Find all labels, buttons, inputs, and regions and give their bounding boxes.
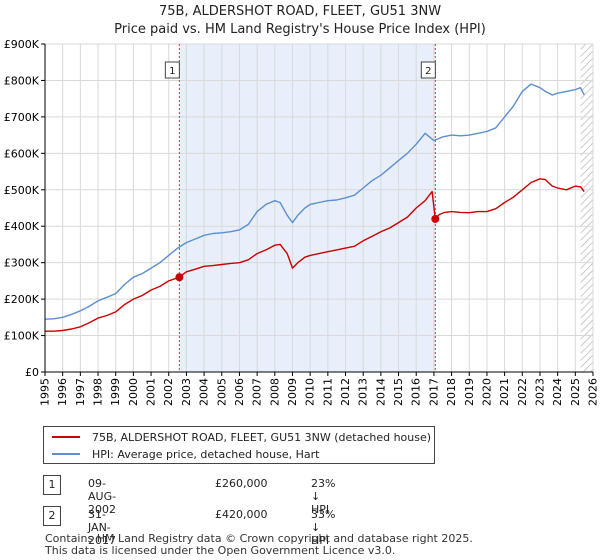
- x-tick-label: 2010: [304, 378, 317, 406]
- footer-license: This data is licensed under the Open Gov…: [45, 544, 396, 557]
- x-tick-label: 2012: [339, 378, 352, 406]
- x-tick-label: 2024: [551, 378, 564, 406]
- x-tick-label: 2025: [569, 378, 582, 406]
- x-tick-label: 2017: [427, 378, 440, 406]
- x-tick-label: 1997: [74, 378, 87, 406]
- y-tick-label: £0: [25, 366, 39, 379]
- annotation-hpi-delta: 23% ↓ HPI: [311, 477, 336, 516]
- hpi-line: [44, 83, 585, 320]
- x-tick-label: 2001: [145, 378, 158, 406]
- x-tick-label: 2019: [463, 378, 476, 406]
- footer-copyright: Contains HM Land Registry data © Crown c…: [45, 532, 473, 545]
- shaded-ownership-period: [179, 44, 436, 372]
- annotation-marker-box: 2: [43, 506, 61, 526]
- annotation-marker-label: 2: [425, 66, 431, 77]
- price-chart: 1 2 £0 £100K £200K £300K £400K £500K £600K £700K…: [4, 38, 600, 406]
- x-tick-label: 2008: [268, 378, 281, 406]
- y-tick-label: £400K: [4, 220, 40, 233]
- annotation-price: £420,000: [215, 508, 268, 521]
- x-tick-label: 2014: [374, 378, 387, 406]
- chart-title: 75B, ALDERSHOT ROAD, FLEET, GU51 3NW: [158, 4, 442, 19]
- x-tick-label: 1996: [56, 378, 69, 406]
- property-price-line: [45, 178, 585, 332]
- x-tick-label: 2023: [533, 378, 546, 406]
- y-tick-label: £600K: [4, 147, 40, 160]
- legend-swatch-hpi: [52, 453, 80, 455]
- annotation-marker-box: [164, 61, 180, 79]
- y-tick-label: £700K: [4, 111, 40, 124]
- x-tick-label: 2009: [286, 378, 299, 406]
- x-tick-label: 2011: [321, 378, 334, 406]
- chart-subtitle: Price paid vs. HM Land Registry's House …: [114, 22, 486, 37]
- legend-swatch-property: [52, 436, 80, 438]
- x-tick-label: 2007: [251, 378, 264, 406]
- x-tick-label: 1998: [92, 378, 105, 406]
- y-tick-label: £900K: [4, 38, 40, 51]
- x-tick-label: 1999: [109, 378, 122, 406]
- x-tick-label: 2018: [445, 378, 458, 406]
- annotation-marker-box: 1: [43, 475, 61, 495]
- x-tick-label: 2026: [587, 378, 600, 406]
- x-tick-label: 1995: [39, 378, 52, 406]
- legend: 75B, ALDERSHOT ROAD, FLEET, GU51 3NW (de…: [43, 426, 435, 464]
- sale-point: [431, 214, 440, 223]
- x-tick-label: 2013: [357, 378, 370, 406]
- x-tick-label: 2015: [392, 378, 405, 406]
- legend-item-property: 75B, ALDERSHOT ROAD, FLEET, GU51 3NW (de…: [52, 430, 431, 444]
- y-tick-label: £800K: [4, 74, 40, 87]
- x-tick-label: 2021: [498, 378, 511, 406]
- legend-label-hpi: HPI: Average price, detached house, Hart: [92, 447, 320, 461]
- sale-point: [175, 273, 184, 282]
- annotation-date: 09-AUG-2002: [88, 477, 117, 516]
- x-tick-label: 2004: [198, 378, 211, 406]
- annotation-marker-box: [420, 61, 436, 79]
- y-tick-label: £500K: [4, 184, 40, 197]
- legend-item-hpi: HPI: Average price, detached house, Hart: [52, 447, 319, 461]
- annotation-marker-label: 1: [169, 66, 175, 77]
- y-tick-label: £300K: [4, 257, 40, 270]
- x-tick-label: 2005: [215, 378, 228, 406]
- annotation-date: 31-JAN-2017: [88, 508, 116, 547]
- x-tick-label: 2006: [233, 378, 246, 406]
- y-tick-label: £100K: [4, 330, 40, 343]
- x-tick-label: 2002: [162, 378, 175, 406]
- hatched-forecast-region: [580, 44, 593, 372]
- legend-label-property: 75B, ALDERSHOT ROAD, FLEET, GU51 3NW (de…: [92, 430, 432, 444]
- x-tick-label: 2020: [480, 378, 493, 406]
- annotation-price: £260,000: [215, 477, 268, 490]
- annotation-hpi-delta: 33% ↓ HPI: [311, 508, 336, 547]
- x-tick-label: 2003: [180, 378, 193, 406]
- y-tick-label: £200K: [4, 293, 40, 306]
- x-tick-label: 2016: [410, 378, 423, 406]
- x-tick-label: 2022: [516, 378, 529, 406]
- x-tick-label: 2000: [127, 378, 140, 406]
